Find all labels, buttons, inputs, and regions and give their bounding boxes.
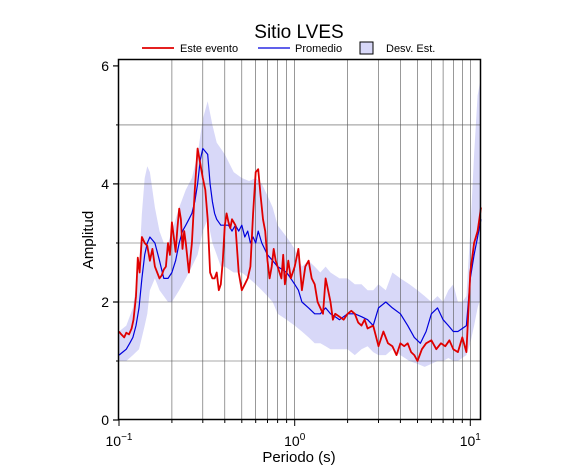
x-tick-label: 10−1 xyxy=(106,432,133,449)
x-tick-label: 100 xyxy=(284,432,306,449)
series-line-mean xyxy=(118,147,482,356)
y-tick-label: 0 xyxy=(101,412,109,428)
legend-swatch-band xyxy=(359,41,374,55)
tick-layer: 0 2 4 6 10−1 100 101 xyxy=(101,58,481,449)
plot-frame xyxy=(117,58,482,421)
y-tick-label: 2 xyxy=(101,294,109,310)
y-tick-label: 4 xyxy=(101,176,109,192)
grid-layer xyxy=(119,60,481,420)
legend-label-band: Desv. Est. xyxy=(386,43,435,55)
chart-title: Sitio LVES xyxy=(254,22,343,43)
std-band xyxy=(119,77,481,367)
legend: Este evento Promedio Desv. Est. xyxy=(142,41,435,55)
x-axis-label: Periodo (s) xyxy=(262,449,335,466)
series-line-event xyxy=(118,147,482,362)
legend-label-mean: Promedio xyxy=(295,43,342,55)
std-band-layer xyxy=(119,77,481,367)
x-tick-label: 101 xyxy=(460,432,482,449)
y-tick-label: 6 xyxy=(101,58,109,74)
series-layer xyxy=(118,147,482,362)
legend-label-event: Este evento xyxy=(180,43,238,55)
y-axis-label: Amplitud xyxy=(80,211,97,269)
